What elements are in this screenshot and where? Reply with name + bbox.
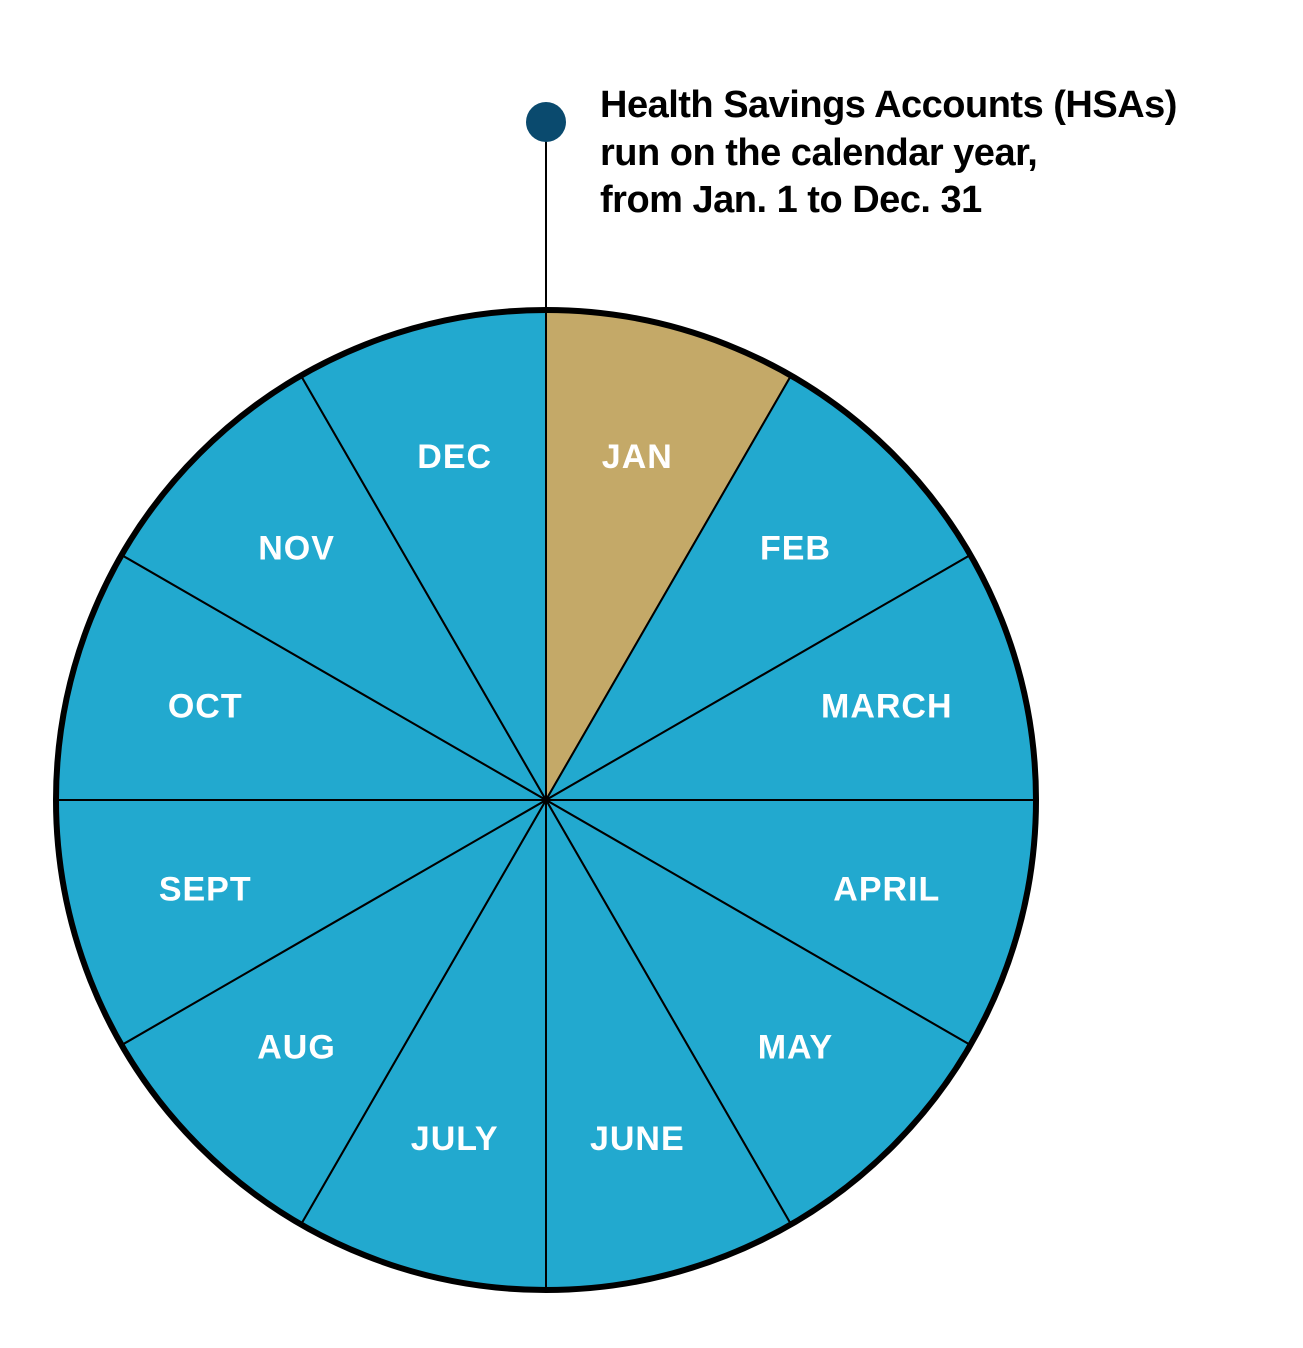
pie-label-july: JULY bbox=[411, 1120, 499, 1158]
pie-label-feb: FEB bbox=[760, 530, 831, 568]
annotation-line: from Jan. 1 to Dec. 31 bbox=[600, 177, 1177, 225]
annotation-line: run on the calendar year, bbox=[600, 130, 1177, 178]
pie-label-sept: SEPT bbox=[159, 870, 252, 908]
pie-slices bbox=[56, 310, 1036, 1290]
annotation-text: Health Savings Accounts (HSAs)run on the… bbox=[600, 82, 1177, 225]
pie-label-may: MAY bbox=[758, 1028, 833, 1066]
pie-label-april: APRIL bbox=[833, 870, 940, 908]
pie-label-nov: NOV bbox=[258, 530, 335, 568]
pie-label-march: MARCH bbox=[821, 688, 953, 726]
pie-label-dec: DEC bbox=[417, 438, 492, 476]
annotation-line: Health Savings Accounts (HSAs) bbox=[600, 82, 1177, 130]
pie-label-jan: JAN bbox=[602, 438, 673, 476]
pie-label-aug: AUG bbox=[257, 1028, 336, 1066]
pie-label-oct: OCT bbox=[168, 688, 243, 726]
pie-label-june: JUNE bbox=[590, 1120, 685, 1158]
pointer-dot bbox=[526, 102, 566, 142]
